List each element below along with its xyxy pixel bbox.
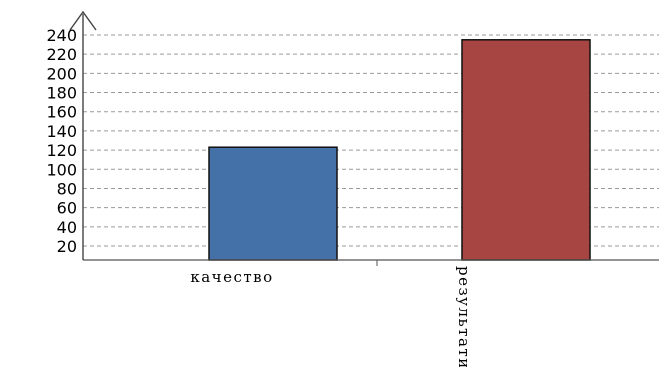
x-category-label-1: качество: [190, 268, 273, 286]
bars: [208, 39, 591, 261]
y-tick-label-120: 120: [46, 141, 77, 160]
y-tick-label-220: 220: [46, 45, 77, 64]
y-tick-label-140: 140: [46, 122, 77, 141]
y-tick-label-20: 20: [57, 237, 77, 256]
y-tick-label-100: 100: [46, 160, 77, 179]
bar-2: [461, 39, 591, 261]
y-tick-label-80: 80: [57, 179, 77, 198]
y-tick-label-160: 160: [46, 103, 77, 122]
x-category-label-2: результати: [455, 266, 473, 367]
y-tick-label-240: 240: [46, 26, 77, 45]
y-tick-label-60: 60: [57, 199, 77, 218]
bar-1: [208, 146, 338, 261]
y-tick-label-200: 200: [46, 64, 77, 83]
y-tick-label-180: 180: [46, 84, 77, 103]
y-axis-arrow-icon: [69, 10, 97, 31]
x-category-labels: качество результати: [190, 266, 473, 367]
axes: [69, 10, 659, 266]
y-tick-label-40: 40: [57, 218, 77, 237]
